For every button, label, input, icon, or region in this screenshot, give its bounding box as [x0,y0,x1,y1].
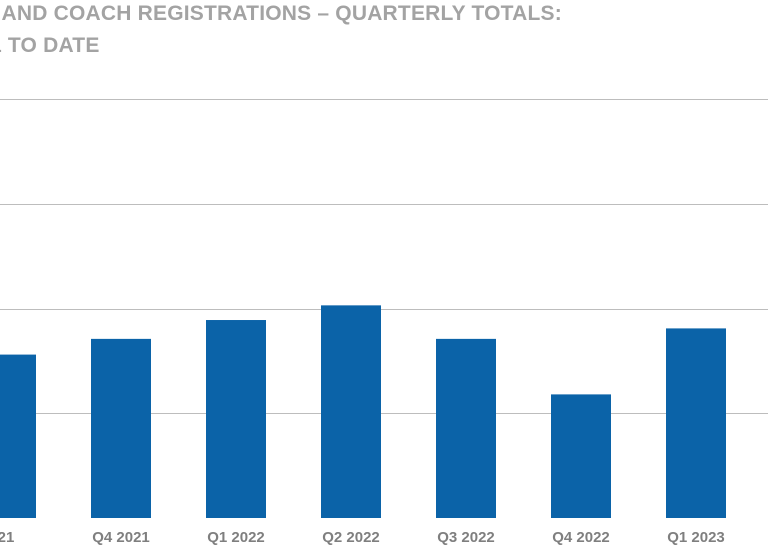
chart-title: S AND COACH REGISTRATIONS – QUARTERLY TO… [0,0,768,70]
x-tick-label: Q1 2023 [667,529,725,546]
x-tick-label: Q1 2022 [207,529,265,546]
x-tick-label: Q4 2022 [552,529,610,546]
bar [321,305,381,518]
bar [666,328,726,518]
chart-title-line-1: S AND COACH REGISTRATIONS – QUARTERLY TO… [0,2,562,25]
x-tick-label: Q4 2021 [92,529,150,546]
x-axis-labels: 21 Q4 2021 Q1 2022 Q2 2022 Q3 2022 Q4 2022 Q1 … [0,529,725,546]
bar [0,354,36,518]
bar [436,338,496,518]
bars [0,305,726,518]
bar [206,320,266,518]
bar [91,338,151,518]
x-tick-label: 21 [0,529,14,546]
x-tick-label: Q2 2022 [322,529,380,546]
bar [551,394,611,518]
x-tick-label: Q3 2022 [437,529,495,546]
chart-title-line-2: 1 TO DATE [0,34,100,57]
